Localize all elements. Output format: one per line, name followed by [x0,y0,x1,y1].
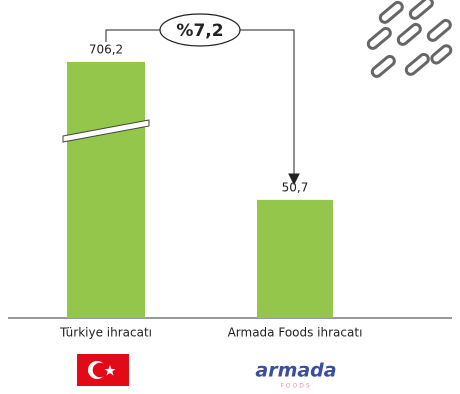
axis-break [62,119,150,143]
rice-icon [366,0,453,78]
annotation-arrow [105,29,300,186]
bar [67,61,145,319]
bar [257,199,333,318]
logo-sub: FOODS [280,383,311,390]
x-tick-label: Türkiye ihracatı [59,326,152,340]
annotation-ellipse [159,13,241,47]
annotation: %7,2 [176,21,223,41]
value-label: 706,2 [89,42,123,56]
value-label: 50,7 [282,180,309,194]
logo-name: armada [255,360,336,382]
flag [77,354,129,386]
x-tick-label: Armada Foods ihracatı [228,326,363,340]
